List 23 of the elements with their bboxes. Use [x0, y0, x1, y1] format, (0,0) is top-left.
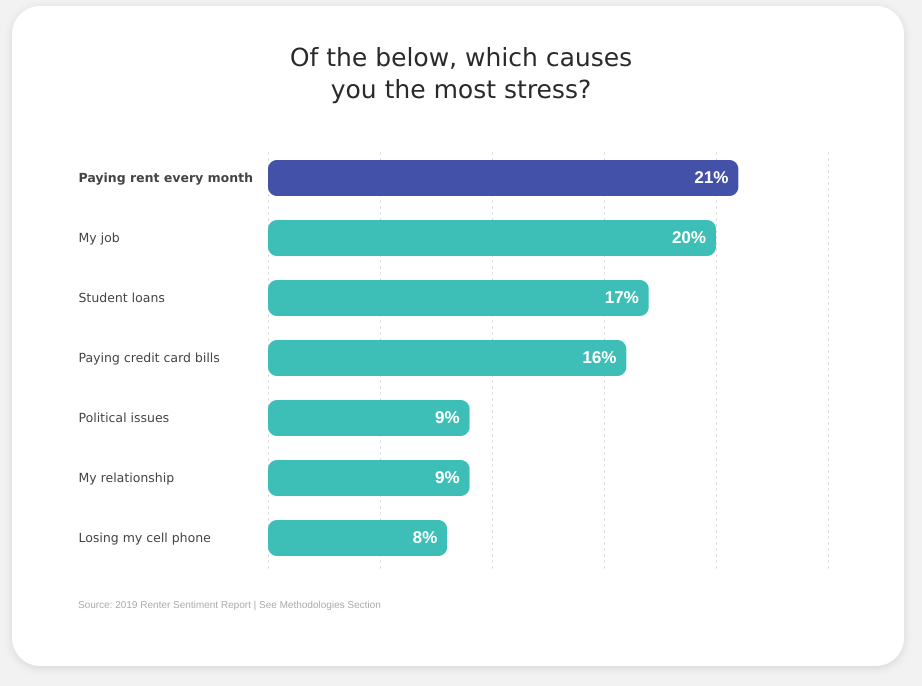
data-label: 17%: [604, 288, 639, 307]
y-tick-label: Losing my cell phone: [78, 530, 212, 545]
y-tick-label: Student loans: [78, 290, 165, 305]
bar: [268, 520, 448, 556]
data-label: 9%: [435, 468, 460, 487]
source-note: Source: 2019 Renter Sentiment Report | See Methodologies Section: [78, 600, 381, 611]
bar: [268, 340, 626, 376]
chart-title: Of the below, which causes you the most stress?: [288, 42, 634, 106]
data-label: 9%: [435, 408, 460, 427]
bar: [268, 460, 470, 496]
y-tick-label: Paying rent every month: [78, 170, 254, 185]
bar: [268, 280, 649, 316]
y-tick-label: Paying credit card bills: [78, 350, 220, 365]
bar: [268, 160, 738, 196]
bar: [268, 220, 716, 256]
data-label: 21%: [694, 168, 728, 187]
y-tick-label: Political issues: [78, 410, 170, 425]
y-tick-label: My job: [78, 230, 120, 245]
data-label: 16%: [582, 348, 616, 367]
data-label: 20%: [672, 228, 706, 247]
bar: [268, 400, 470, 436]
y-tick-label: My relationship: [78, 470, 174, 485]
data-label: 8%: [412, 528, 438, 547]
